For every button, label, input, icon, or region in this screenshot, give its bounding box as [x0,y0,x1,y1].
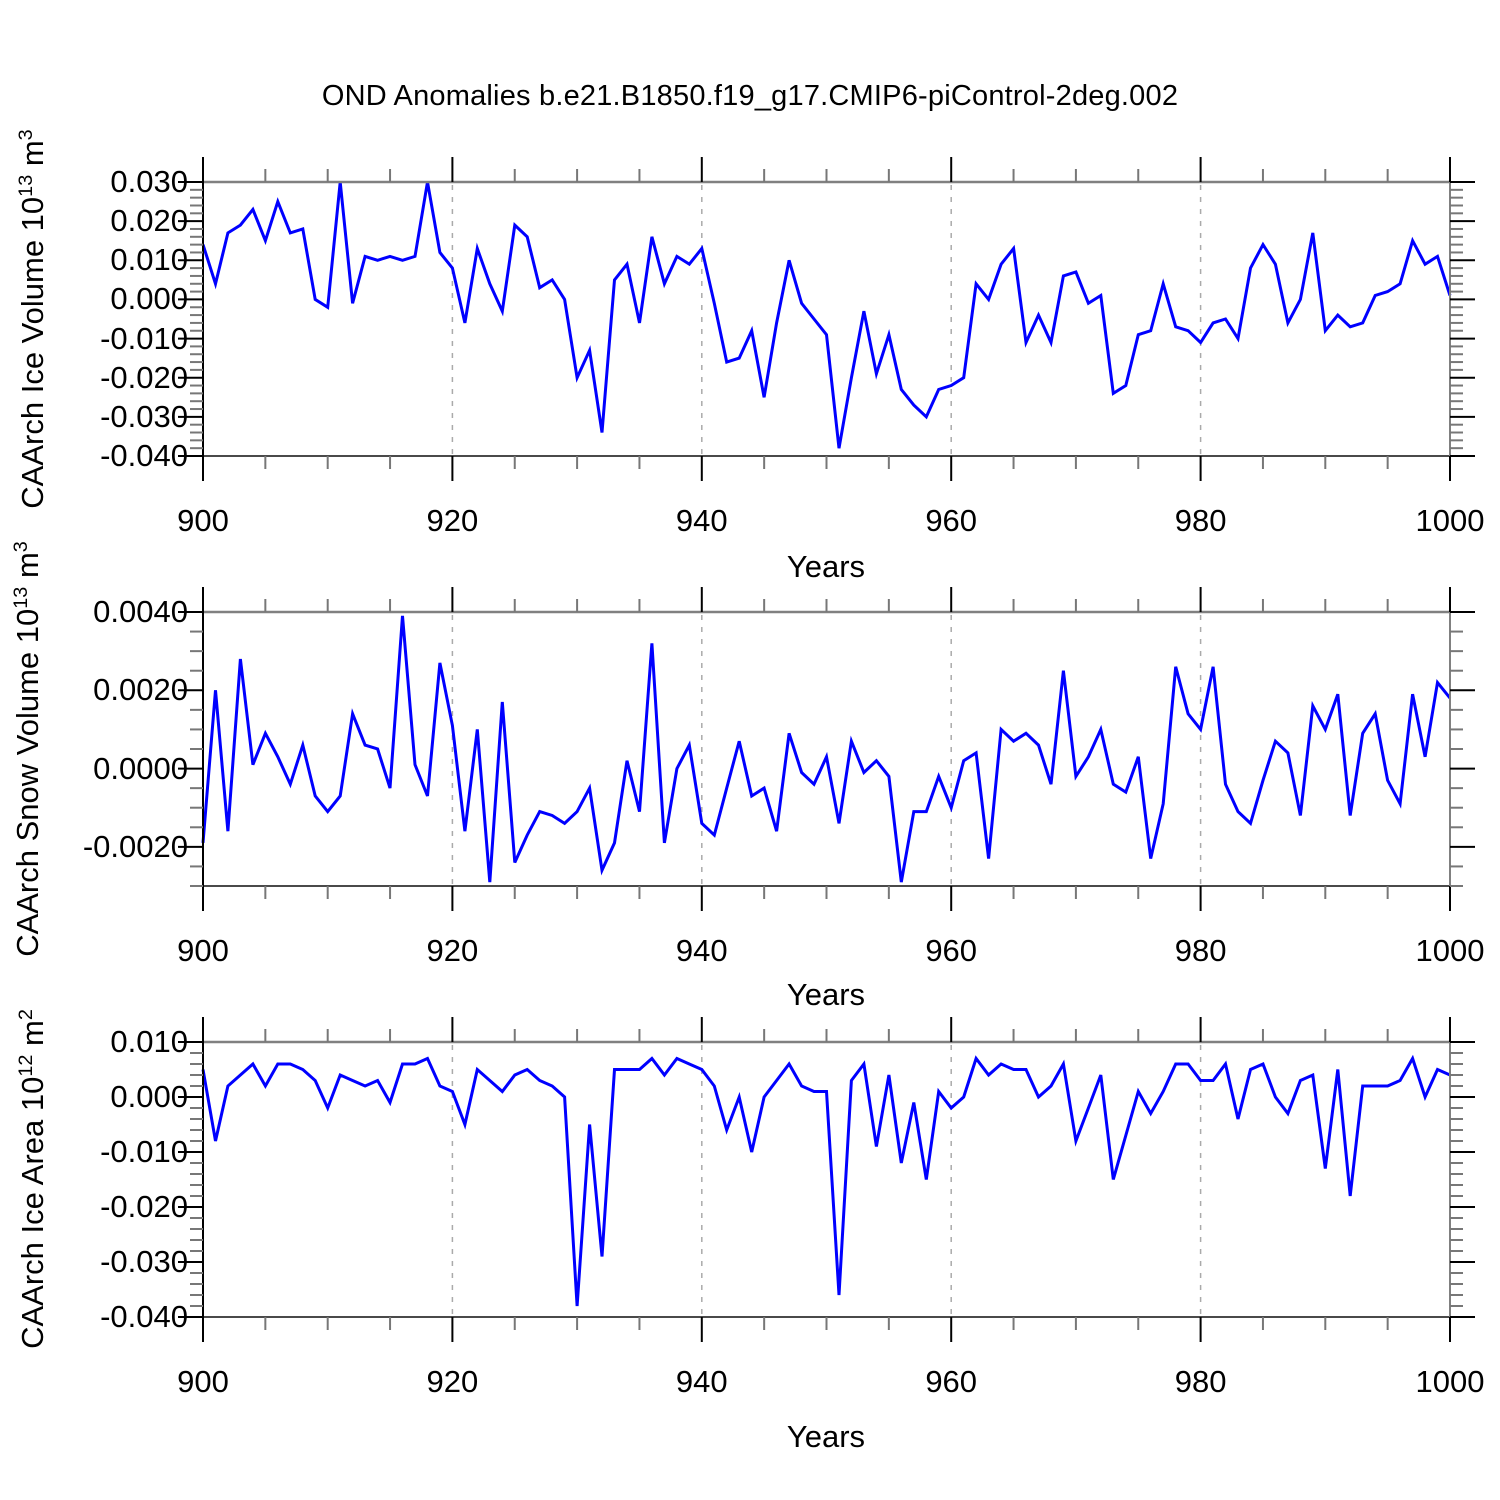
series-line-2 [201,1054,1451,1307]
x-axis-title: Years [786,1419,866,1454]
x-tick-label-1000: 1000 [1415,933,1485,968]
exponent: 3 [9,541,32,553]
x-tick-label-900: 900 [177,933,229,968]
y-tick-label--0.010: -0.010 [100,1134,188,1169]
x-tick-label-1000: 1000 [1415,503,1485,538]
exponent: 3 [14,129,37,141]
y-tick-label--0.040: -0.040 [100,1299,188,1334]
x-tick-label-900: 900 [177,1364,229,1399]
x-tick-label-960: 960 [925,1364,978,1399]
exponent: 2 [14,1009,37,1021]
x-tick-label-960: 960 [925,933,978,968]
y-tick-label-0.010: 0.010 [110,242,188,278]
x-tick-label-940: 940 [675,503,728,538]
series-line-0 [201,181,1452,449]
x-tick-label-940: 940 [675,1364,728,1399]
y-tick-label--0.020: -0.020 [100,359,188,395]
x-tick-label-920: 920 [426,503,479,538]
x-axis-title: Years [786,977,866,1012]
y-tick-label--0.030: -0.030 [100,1244,188,1279]
x-tick-label-960: 960 [925,503,978,538]
y-tick-label-0.020: 0.020 [110,203,188,239]
x-tick-label-900: 900 [177,503,229,538]
x-tick-label-940: 940 [675,933,728,968]
x-tick-label-980: 980 [1174,1364,1227,1399]
y-tick-label--0.0020: -0.0020 [82,828,188,864]
x-tick-label-920: 920 [426,933,479,968]
series-line-1 [201,615,1452,883]
y-tick-label-0.0040: 0.0040 [93,594,188,629]
x-tick-label-980: 980 [1174,503,1227,538]
x-axis-title: Years [786,549,866,584]
y-tick-label--0.030: -0.030 [100,398,188,434]
x-tick-label-1000: 1000 [1415,1364,1485,1399]
y-tick-label-0.0020: 0.0020 [93,672,188,708]
y-tick-label--0.010: -0.010 [100,320,188,356]
y-axis-title-unit: m [10,552,46,587]
y-tick-label-0.000: 0.000 [110,281,188,317]
y-tick-label-0.010: 0.010 [110,1024,188,1059]
x-tick-label-920: 920 [426,1364,479,1399]
y-tick-label-0.030: 0.030 [110,164,188,199]
y-tick-label-0.000: 0.000 [110,1079,188,1114]
y-tick-label-0.0000: 0.0000 [93,750,188,786]
y-tick-label--0.020: -0.020 [100,1189,188,1224]
x-tick-label-980: 980 [1174,933,1227,968]
chart-title: OND Anomalies b.e21.B1850.f19_g17.CMIP6-… [321,80,1179,112]
y-tick-label--0.040: -0.040 [100,438,188,473]
